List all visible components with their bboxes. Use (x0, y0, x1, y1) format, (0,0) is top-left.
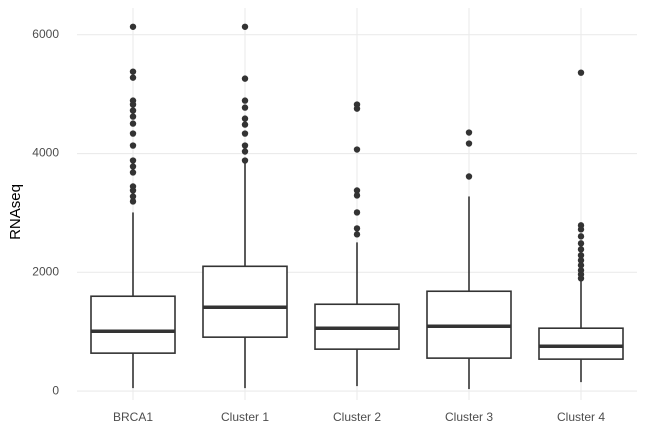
outlier (241, 130, 249, 137)
outlier (353, 225, 361, 232)
outlier (577, 69, 585, 76)
outlier (577, 246, 585, 253)
outlier (241, 142, 249, 149)
outlier (129, 163, 137, 170)
outlier (465, 140, 473, 147)
outlier (241, 104, 249, 111)
y-axis-label: RNAseq (7, 184, 24, 240)
outlier (129, 193, 137, 200)
y-tick-label: 0 (52, 383, 59, 397)
outlier (129, 74, 137, 81)
outlier (129, 23, 137, 30)
outlier (241, 115, 249, 122)
outlier (129, 169, 137, 176)
outlier (129, 198, 137, 205)
outlier (129, 142, 137, 149)
outlier (129, 68, 137, 75)
outlier (353, 192, 361, 199)
outlier (353, 187, 361, 194)
outlier (241, 157, 249, 164)
outlier (241, 75, 249, 82)
outlier (129, 101, 137, 108)
outlier (577, 226, 585, 233)
outlier (465, 129, 473, 136)
outlier (241, 121, 249, 128)
outlier (129, 107, 137, 114)
x-tick-label: Cluster 2 (333, 410, 381, 424)
y-tick-label: 2000 (32, 264, 59, 278)
outlier (353, 231, 361, 238)
x-tick-label: BRCA1 (113, 410, 153, 424)
outlier (129, 113, 137, 120)
outlier (577, 262, 585, 269)
y-tick-label: 4000 (32, 146, 59, 160)
outlier (577, 252, 585, 259)
y-tick-label: 6000 (32, 27, 59, 41)
outlier (129, 120, 137, 127)
x-tick-label: Cluster 1 (221, 410, 269, 424)
box (202, 265, 288, 338)
x-tick-label: Cluster 4 (557, 410, 605, 424)
outlier (577, 275, 585, 282)
outlier (353, 105, 361, 112)
outlier (241, 97, 249, 104)
outlier (465, 173, 473, 180)
box (90, 295, 176, 354)
x-tick-label: Cluster 3 (445, 410, 493, 424)
outlier (577, 257, 585, 264)
outlier (577, 233, 585, 240)
outlier (129, 157, 137, 164)
box (538, 327, 624, 360)
outlier (241, 148, 249, 155)
outlier (577, 240, 585, 247)
outlier (353, 209, 361, 216)
outlier (129, 130, 137, 137)
outlier (129, 187, 137, 194)
outlier (241, 23, 249, 30)
outlier (353, 146, 361, 153)
